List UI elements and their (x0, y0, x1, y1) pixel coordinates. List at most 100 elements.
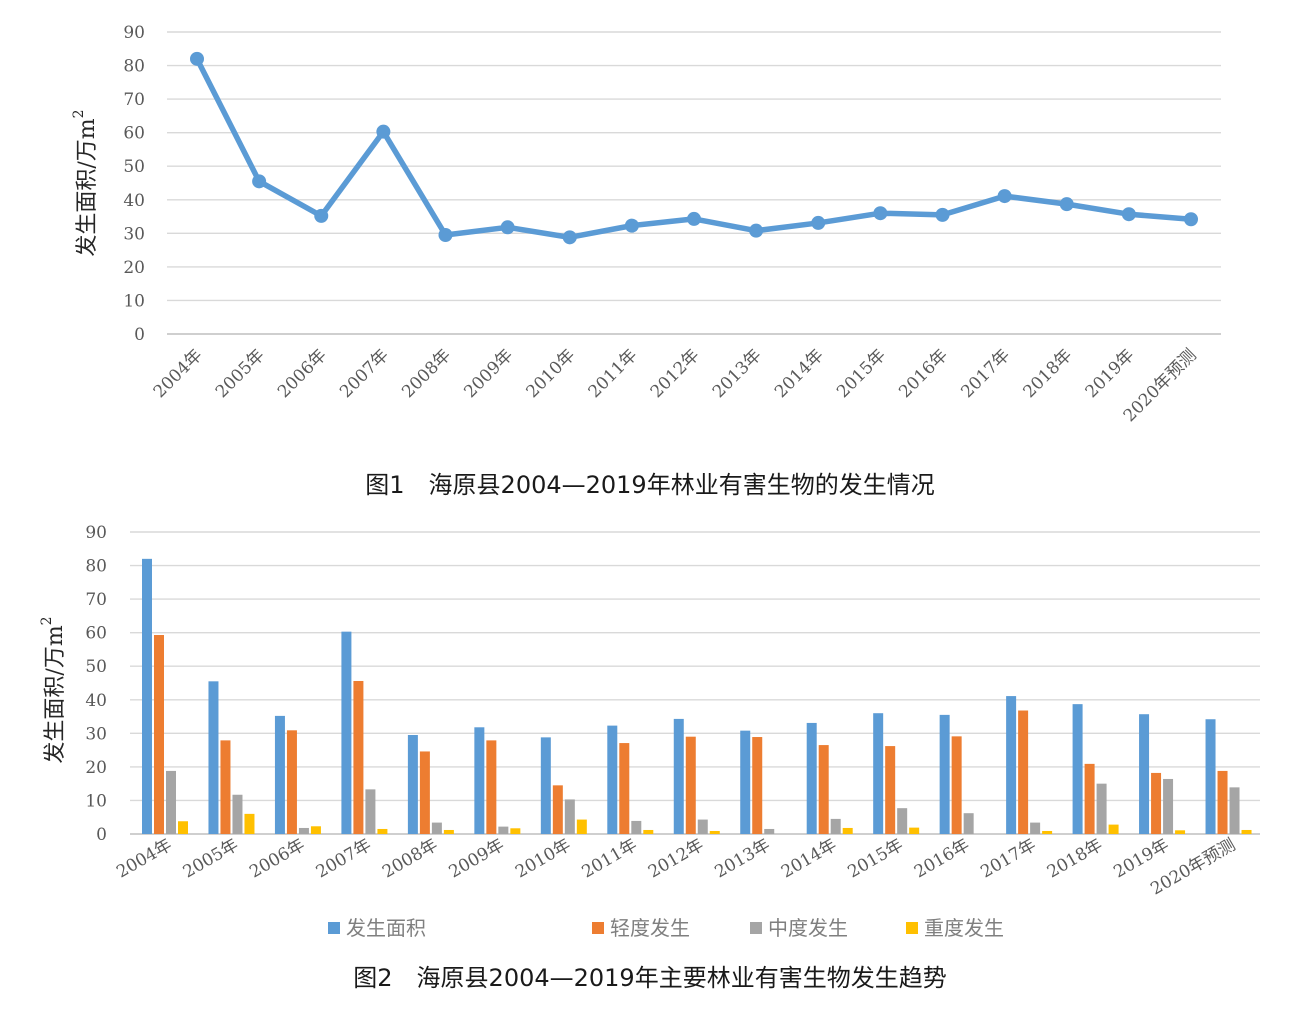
bar (166, 770, 176, 834)
bar (842, 827, 853, 834)
bar (274, 715, 285, 834)
bar (286, 730, 297, 834)
y-tick-labels: 0 10 20 30 40 50 60 70 80 90 (123, 23, 145, 345)
bar (631, 820, 642, 834)
data-point (190, 51, 204, 66)
bar (540, 737, 551, 834)
bar (963, 813, 974, 834)
y-tick-label: 80 (123, 57, 145, 77)
bar (142, 558, 152, 834)
x-tick-label: 2005年 (180, 835, 242, 882)
y-tick-label: 30 (123, 224, 145, 244)
bar (1151, 772, 1162, 834)
figure1-caption: 图1 海原县2004—2019年林业有害生物的发生情况 (365, 471, 935, 499)
bar (552, 785, 563, 834)
bar (1205, 719, 1216, 834)
bar (1042, 830, 1053, 834)
y-tick-label: 0 (96, 825, 107, 845)
bar (673, 718, 684, 834)
data-point (687, 211, 701, 226)
bar (365, 789, 376, 834)
bar (1108, 824, 1119, 834)
x-tick-label: 2008年 (379, 835, 441, 882)
y-axis-label: 发生面积/万m2 (39, 616, 68, 763)
bar (1084, 763, 1095, 834)
bar (939, 714, 950, 834)
bar (806, 722, 817, 834)
x-tick-label: 2017年 (977, 835, 1039, 882)
bar (244, 813, 255, 834)
legend-label: 发生面积 (346, 916, 426, 940)
bar (764, 828, 775, 834)
legend-swatch (750, 922, 762, 934)
y-gridlines (167, 31, 1221, 335)
y-tick-label: 90 (123, 23, 145, 43)
y-tick-label: 50 (123, 157, 145, 177)
bar (643, 829, 654, 834)
bar (564, 799, 575, 834)
y-tick-label: 70 (123, 90, 145, 110)
bar (951, 736, 962, 834)
bar (498, 826, 509, 834)
bar (752, 737, 763, 834)
bar-series (142, 558, 1252, 834)
data-point (252, 174, 267, 189)
bar (443, 829, 454, 834)
data-point (314, 208, 329, 223)
bar (310, 826, 321, 834)
bar (341, 631, 352, 834)
bar (1217, 770, 1228, 834)
bar (377, 828, 388, 834)
figure2-caption: 图2 海原县2004—2019年主要林业有害生物发生趋势 (353, 964, 947, 992)
x-tick-label: 2018年 (1044, 835, 1106, 882)
bar (607, 725, 618, 834)
bar (818, 745, 829, 834)
x-tick-label: 2012年 (645, 835, 707, 882)
bar (353, 680, 364, 834)
x-tick-label: 2010年 (512, 835, 574, 882)
data-point (873, 206, 888, 221)
bar (909, 827, 920, 834)
y-tick-label: 90 (85, 523, 107, 543)
data-point (1121, 207, 1136, 222)
y-tick-label: 50 (85, 657, 107, 677)
y-tick-label: 80 (85, 557, 107, 577)
bar (740, 730, 751, 834)
bar (709, 830, 720, 834)
x-tick-label: 2006年 (246, 835, 308, 882)
y-axis-label: 发生面积/万m2 (71, 109, 100, 256)
x-tick-label: 2009年 (446, 835, 508, 882)
legend-swatch (906, 922, 918, 934)
bar (431, 822, 442, 834)
data-point (997, 189, 1012, 204)
bar (697, 819, 708, 834)
bar (419, 751, 430, 834)
y-tick-label: 10 (123, 291, 145, 311)
data-point (438, 228, 453, 243)
x-tick-label: 2013年 (712, 835, 774, 882)
bar (474, 727, 485, 834)
bar (486, 740, 497, 834)
data-point (376, 124, 391, 139)
line-series (190, 51, 1198, 245)
bar (885, 746, 896, 834)
x-tick-labels: 2004年 2005年 2006年 2007年 2008年 2009年 2010年 2011年… (113, 835, 1239, 899)
y-tick-label: 20 (85, 758, 107, 778)
bar (619, 743, 630, 834)
bar (897, 808, 908, 834)
y-tick-labels: 0 10 20 30 40 50 60 70 80 90 (85, 523, 107, 845)
y-tick-label: 10 (85, 791, 107, 811)
x-tick-label: 2007年 (313, 835, 375, 882)
data-point (624, 218, 639, 233)
bar (220, 740, 231, 834)
x-tick-label: 2015年 (844, 835, 906, 882)
bar (685, 736, 696, 834)
y-tick-label: 40 (85, 691, 107, 711)
data-point (500, 220, 515, 235)
bar (1072, 704, 1083, 834)
bar (178, 821, 188, 834)
y-tick-label: 20 (123, 258, 145, 278)
bar (1175, 830, 1186, 834)
legend-label: 轻度发生 (610, 916, 690, 940)
